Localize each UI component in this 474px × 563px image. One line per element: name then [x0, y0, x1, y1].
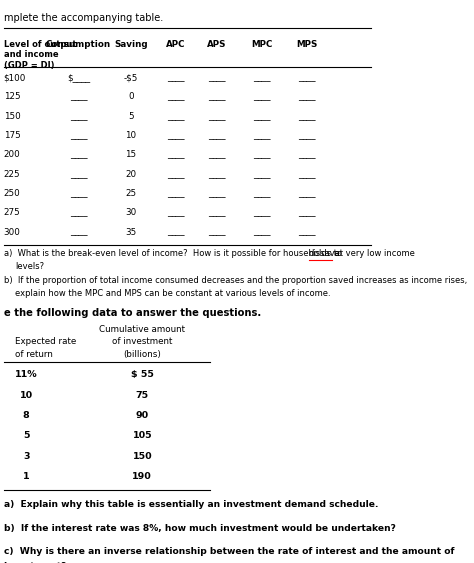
Text: 25: 25	[126, 189, 137, 198]
Text: 250: 250	[4, 189, 20, 198]
Text: 150: 150	[132, 452, 152, 461]
Text: 10: 10	[126, 131, 137, 140]
Text: ____: ____	[253, 111, 271, 120]
Text: ____: ____	[167, 227, 185, 236]
Text: 10: 10	[19, 391, 33, 400]
Text: 225: 225	[4, 169, 20, 178]
Text: ____: ____	[167, 73, 185, 82]
Text: Saving: Saving	[114, 40, 148, 49]
Text: ____: ____	[253, 131, 271, 140]
Text: 300: 300	[4, 227, 21, 236]
Text: 3: 3	[23, 452, 29, 461]
Text: levels?: levels?	[15, 262, 44, 271]
Text: ____: ____	[298, 73, 316, 82]
Text: ____: ____	[209, 227, 226, 236]
Text: ____: ____	[298, 111, 316, 120]
Text: 105: 105	[132, 431, 152, 440]
Text: of investment: of investment	[112, 337, 173, 346]
Text: 30: 30	[126, 208, 137, 217]
Text: 8: 8	[23, 411, 29, 420]
Text: ____: ____	[253, 227, 271, 236]
Text: APS: APS	[208, 40, 227, 49]
Text: 125: 125	[4, 92, 20, 101]
Text: ____: ____	[209, 111, 226, 120]
Text: 5: 5	[128, 111, 134, 120]
Text: investment?: investment?	[4, 562, 67, 563]
Text: $ 55: $ 55	[131, 370, 154, 379]
Text: $100: $100	[4, 73, 26, 82]
Text: dissave: dissave	[309, 249, 341, 258]
Text: MPC: MPC	[251, 40, 273, 49]
Text: 20: 20	[126, 169, 137, 178]
Text: ____: ____	[70, 111, 87, 120]
Text: ____: ____	[253, 208, 271, 217]
Text: 0: 0	[128, 92, 134, 101]
Text: 5: 5	[23, 431, 29, 440]
Text: Consumption: Consumption	[46, 40, 111, 49]
Text: ____: ____	[70, 92, 87, 101]
Text: 190: 190	[132, 472, 152, 481]
Text: ____: ____	[298, 169, 316, 178]
Text: ____: ____	[167, 150, 185, 159]
Text: ____: ____	[253, 169, 271, 178]
Text: Cumulative amount: Cumulative amount	[99, 325, 185, 334]
Text: (billions): (billions)	[123, 350, 161, 359]
Text: ____: ____	[209, 73, 226, 82]
Text: of return: of return	[15, 350, 53, 359]
Text: ____: ____	[253, 73, 271, 82]
Text: ____: ____	[167, 92, 185, 101]
Text: APC: APC	[166, 40, 186, 49]
Text: ____: ____	[70, 131, 87, 140]
Text: ____: ____	[209, 131, 226, 140]
Text: MPS: MPS	[296, 40, 318, 49]
Text: ____: ____	[167, 111, 185, 120]
Text: explain how the MPC and MPS can be constant at various levels of income.: explain how the MPC and MPS can be const…	[15, 289, 330, 298]
Text: ____: ____	[298, 227, 316, 236]
Text: ____: ____	[298, 150, 316, 159]
Text: ____: ____	[70, 189, 87, 198]
Text: ____: ____	[298, 92, 316, 101]
Text: ____: ____	[167, 189, 185, 198]
Text: ____: ____	[167, 208, 185, 217]
Text: -$5: -$5	[124, 73, 138, 82]
Text: e the following data to answer the questions.: e the following data to answer the quest…	[4, 308, 261, 318]
Text: 200: 200	[4, 150, 20, 159]
Text: ____: ____	[70, 227, 87, 236]
Text: ____: ____	[209, 92, 226, 101]
Text: 1: 1	[23, 472, 29, 481]
Text: 175: 175	[4, 131, 20, 140]
Text: ____: ____	[209, 169, 226, 178]
Text: ____: ____	[209, 208, 226, 217]
Text: mplete the accompanying table.: mplete the accompanying table.	[4, 13, 163, 23]
Text: 15: 15	[126, 150, 137, 159]
Text: ____: ____	[253, 150, 271, 159]
Text: ____: ____	[70, 208, 87, 217]
Text: ____: ____	[298, 131, 316, 140]
Text: at very low income: at very low income	[332, 249, 415, 258]
Text: 90: 90	[136, 411, 149, 420]
Text: ____: ____	[70, 169, 87, 178]
Text: ____: ____	[298, 189, 316, 198]
Text: a)  What is the break-even level of income?  How is it possible for households t: a) What is the break-even level of incom…	[4, 249, 345, 258]
Text: 35: 35	[126, 227, 137, 236]
Text: b)  If the interest rate was 8%, how much investment would be undertaken?: b) If the interest rate was 8%, how much…	[4, 524, 396, 533]
Text: ____: ____	[167, 169, 185, 178]
Text: 150: 150	[4, 111, 20, 120]
Text: Level of output
and income
(GDP = DI): Level of output and income (GDP = DI)	[4, 40, 76, 70]
Text: 75: 75	[136, 391, 149, 400]
Text: ____: ____	[167, 131, 185, 140]
Text: ____: ____	[253, 189, 271, 198]
Text: ____: ____	[209, 189, 226, 198]
Text: ____: ____	[70, 150, 87, 159]
Text: Expected rate: Expected rate	[15, 337, 76, 346]
Text: a)  Explain why this table is essentially an investment demand schedule.: a) Explain why this table is essentially…	[4, 501, 378, 510]
Text: b)  If the proportion of total income consumed decreases and the proportion save: b) If the proportion of total income con…	[4, 276, 467, 285]
Text: ____: ____	[298, 208, 316, 217]
Text: $____: $____	[67, 73, 90, 82]
Text: c)  Why is there an inverse relationship between the rate of interest and the am: c) Why is there an inverse relationship …	[4, 547, 454, 556]
Text: ____: ____	[209, 150, 226, 159]
Text: ____: ____	[253, 92, 271, 101]
Text: 275: 275	[4, 208, 20, 217]
Text: 11%: 11%	[15, 370, 37, 379]
